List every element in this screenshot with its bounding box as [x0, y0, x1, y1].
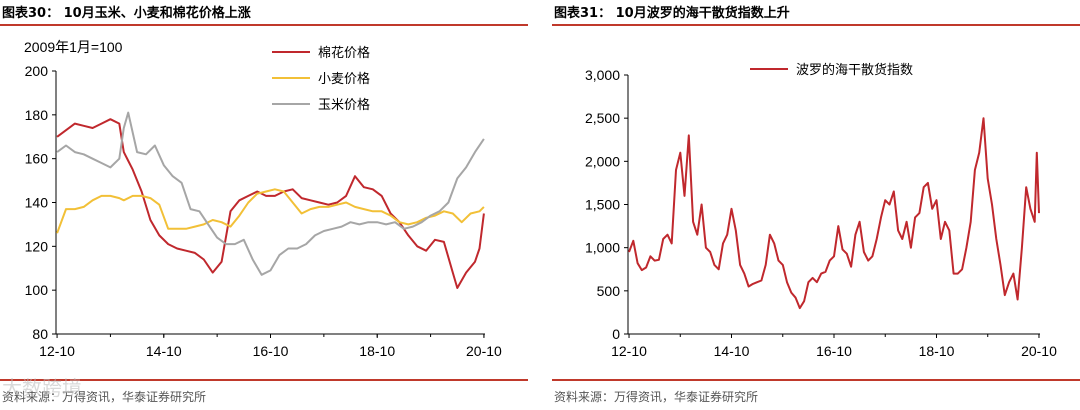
series-line-cotton — [56, 118, 485, 289]
x-tick-label: 14-10 — [146, 343, 182, 359]
y-tick-label: 2,500 — [585, 110, 620, 126]
left-source-note: 资料来源：万得资讯，华泰证券研究所 — [2, 390, 207, 404]
x-tick-label: 18-10 — [919, 343, 955, 359]
right-source-note: 资料来源：万得资讯，华泰证券研究所 — [554, 390, 759, 404]
left-line-chart: 2009年1月=100 80 100 120 140 160 180 200 12-10 14-1… — [24, 39, 502, 359]
y-tick-label: 200 — [25, 63, 49, 79]
y-tick-label: 3,000 — [585, 67, 620, 83]
legend-label-bdi: 波罗的海干散货指数 — [796, 62, 913, 78]
left-chart-title: 图表30： 10月玉米、小麦和棉花价格上涨 — [2, 6, 251, 21]
left-bottom-rule — [0, 379, 528, 381]
right-line-chart: 0 500 1,000 1,500 2,000 2,500 3,000 12-10 14-10 1… — [585, 62, 1057, 359]
series-line-bdi — [628, 117, 1040, 310]
x-tick-label: 18-10 — [359, 343, 395, 359]
y-tick-label: 160 — [25, 151, 49, 167]
right-title-rule — [552, 24, 1080, 26]
y-tick-label: 2,000 — [585, 153, 620, 169]
x-tick-label: 14-10 — [714, 343, 750, 359]
legend-label-corn: 玉米价格 — [318, 97, 370, 113]
right-bottom-rule — [552, 379, 1080, 381]
y-tick-label: 80 — [32, 326, 48, 342]
y-tick-label: 140 — [25, 195, 49, 211]
right-chart-panel: 图表31： 10月波罗的海干散货指数上升 0 500 1,000 1,500 2,000… — [552, 0, 1080, 410]
y-tick-label: 1,500 — [585, 197, 620, 213]
series-line-wheat — [56, 188, 485, 234]
y-tick-label: 120 — [25, 238, 49, 254]
legend-label-cotton: 棉花价格 — [318, 45, 370, 61]
right-chart-title: 图表31： 10月波罗的海干散货指数上升 — [554, 6, 790, 21]
left-chart-panel: 图表30： 10月玉米、小麦和棉花价格上涨 2009年1月=100 80 100 12… — [0, 0, 528, 410]
legend-label-wheat: 小麦价格 — [318, 71, 370, 87]
x-tick-label: 20-10 — [466, 343, 502, 359]
y-tick-label: 500 — [597, 283, 621, 299]
x-tick-label: 20-10 — [1021, 343, 1057, 359]
x-tick-label: 12-10 — [39, 343, 75, 359]
y-tick-label: 0 — [612, 326, 620, 342]
y-tick-label: 1,000 — [585, 240, 620, 256]
x-tick-label: 16-10 — [816, 343, 852, 359]
watermark-logo: 大数跨境 — [2, 376, 82, 400]
x-tick-label: 16-10 — [253, 343, 289, 359]
left-title-rule — [0, 24, 528, 26]
y-tick-label: 180 — [25, 107, 49, 123]
x-tick-label: 12-10 — [611, 343, 647, 359]
unit-label: 2009年1月=100 — [24, 39, 123, 55]
series-line-corn — [56, 111, 485, 276]
y-tick-label: 100 — [25, 282, 49, 298]
